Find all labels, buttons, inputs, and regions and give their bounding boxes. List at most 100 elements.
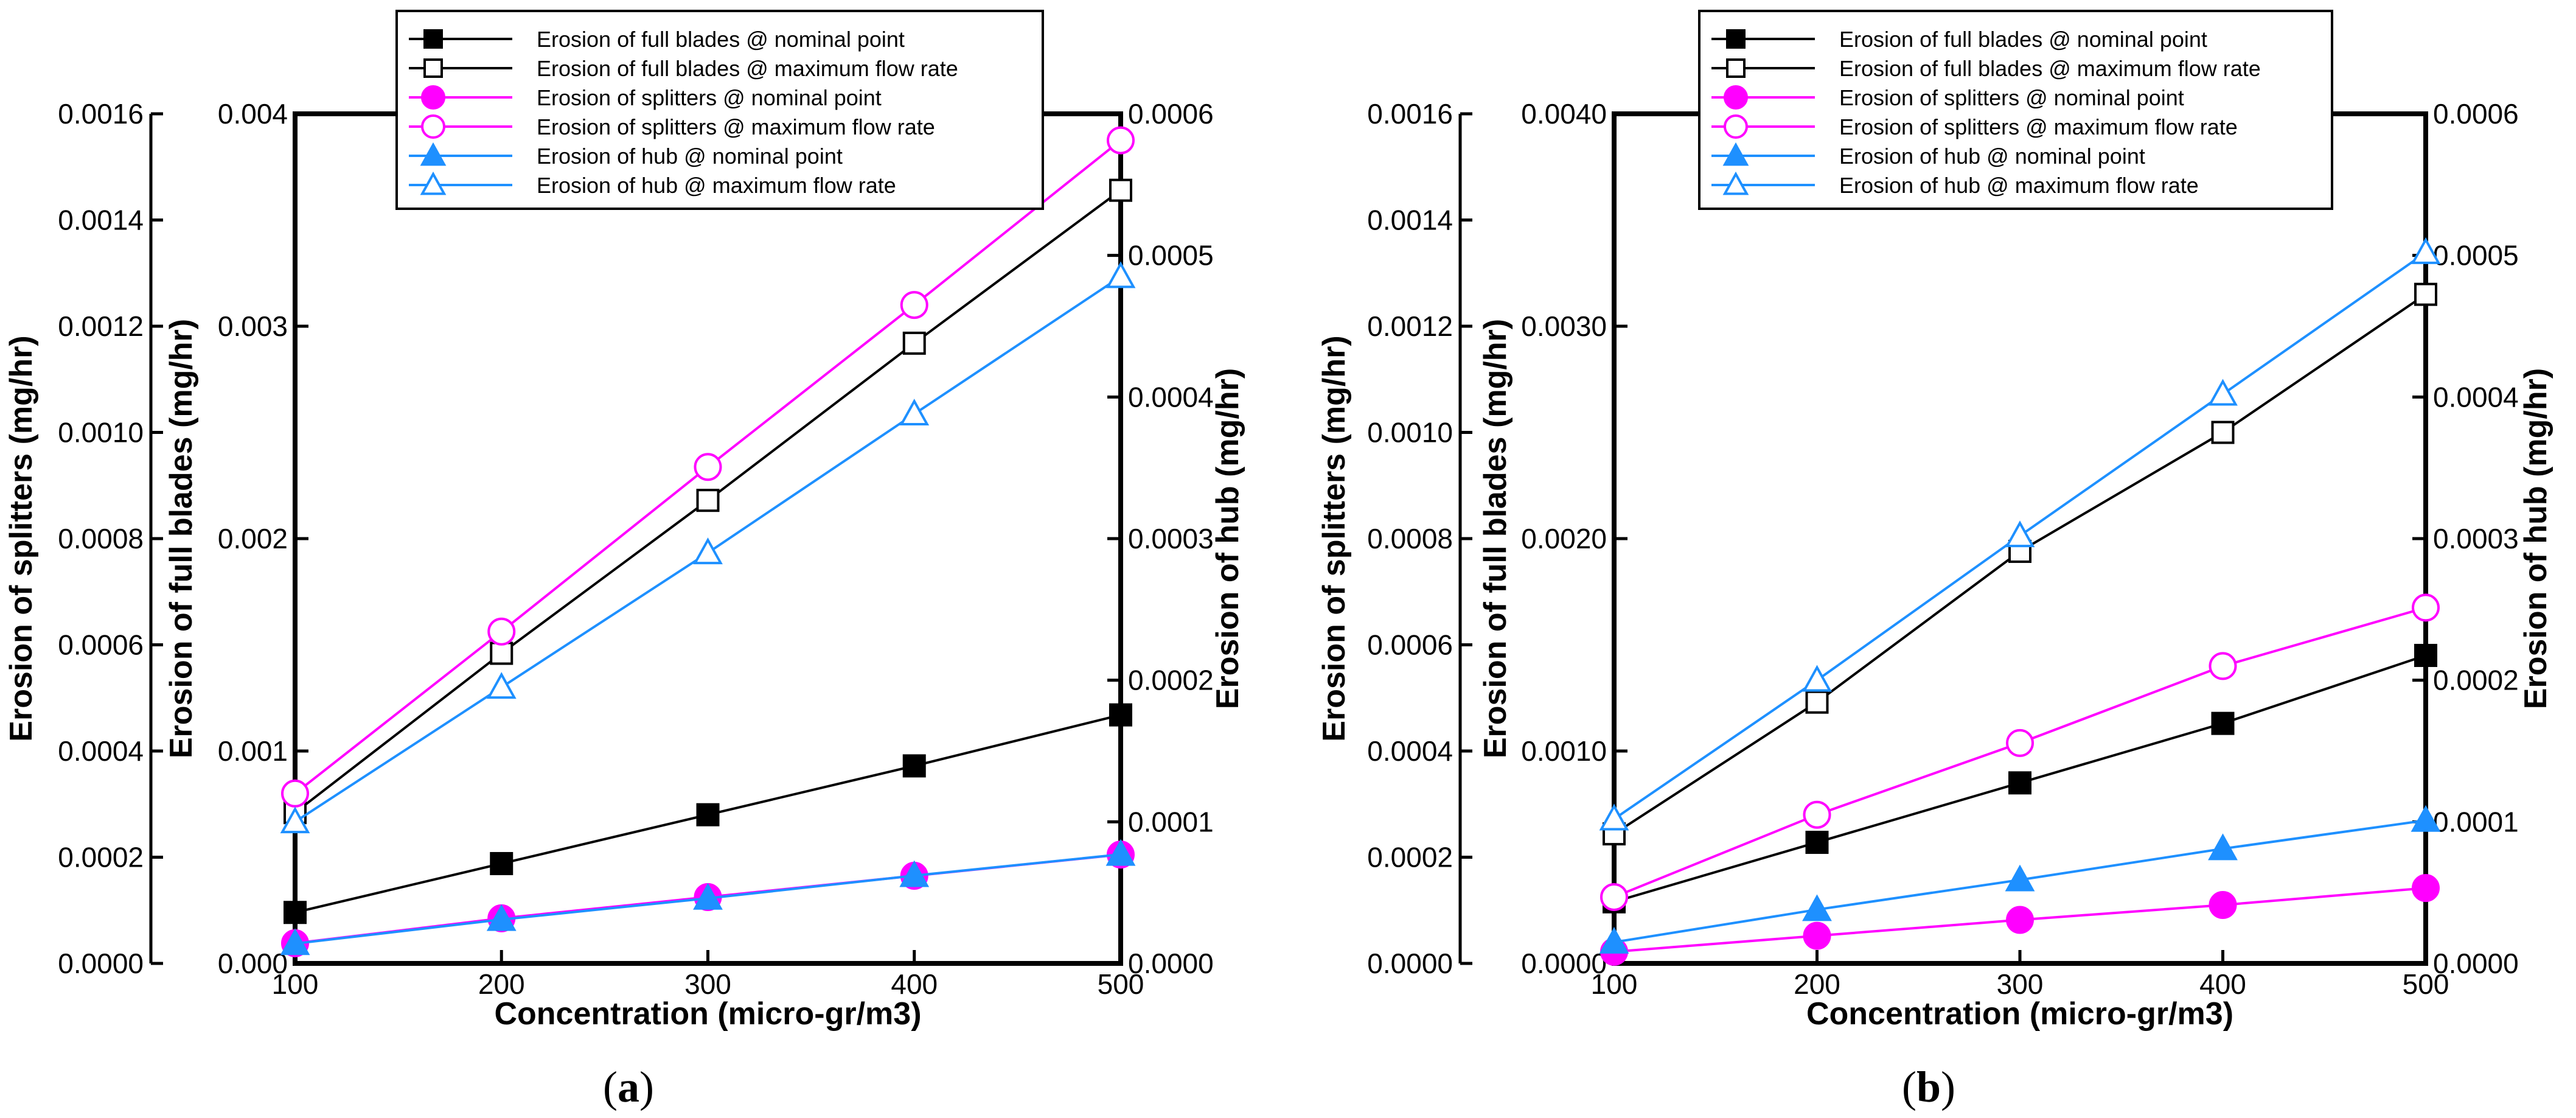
panel-label: (a): [603, 1063, 654, 1111]
series-full_blades-max-flow: [1603, 282, 2437, 846]
chart-panel-b: 100 200 300 400 500 Concentration (micro-gr/m…: [1317, 10, 2553, 1111]
legend-marker: [423, 58, 443, 78]
data-point: [1600, 882, 1628, 911]
data-point: [2211, 711, 2235, 735]
legend: Erosion of full blades @ nominal point Er…: [395, 10, 1044, 210]
hub-tick-label: 0.0003: [1128, 523, 1214, 554]
splitters-tick-label: 0.0012: [58, 310, 144, 342]
data-point: [1805, 690, 1829, 714]
data-point: [490, 641, 513, 665]
hub-tick-label: 0.0006: [2433, 98, 2519, 130]
splitters-tick-label: 0.0014: [1367, 204, 1453, 236]
hub-tick-label: 0.0004: [1128, 381, 1214, 413]
data-point: [2209, 891, 2237, 920]
hub-tick-label: 0.0004: [2433, 381, 2519, 413]
data-point: [2211, 421, 2235, 444]
splitters-axis-title: Erosion of splitters (mg/hr): [1317, 335, 1352, 741]
splitters-tick-label: 0.0000: [58, 948, 144, 979]
legend-marker: [423, 29, 443, 49]
data-point: [696, 803, 720, 826]
legend-marker: [1726, 29, 1746, 49]
x-tick-label: 100: [1591, 968, 1638, 1000]
legend: Erosion of full blades @ nominal point Er…: [1698, 10, 2333, 210]
data-point: [1599, 926, 1629, 954]
data-point: [693, 537, 723, 565]
data-point: [2006, 906, 2034, 934]
x-tick-label: 200: [478, 968, 525, 1000]
series-splitters-max-flow: [1600, 593, 2440, 911]
hub-tick-label: 0.0005: [1128, 240, 1214, 271]
data-point: [280, 806, 310, 834]
splitters-tick-label: 0.0010: [1367, 417, 1453, 449]
data-point: [1802, 665, 1832, 692]
data-point: [284, 901, 307, 924]
data-point: [1107, 126, 1135, 155]
x-axis-title: Concentration (micro-gr/m3): [1806, 996, 2233, 1032]
x-tick-label: 300: [684, 968, 731, 1000]
x-tick-label: 100: [272, 968, 319, 1000]
legend-box: [395, 10, 1044, 210]
full-blades-tick-label: 0.0020: [1521, 523, 1607, 554]
data-point: [2412, 874, 2440, 903]
data-point: [2411, 805, 2441, 832]
data-point: [2412, 593, 2440, 622]
data-point: [486, 672, 517, 699]
splitters-tick-label: 0.0014: [58, 204, 144, 236]
splitters-tick-label: 0.0010: [58, 417, 144, 449]
data-point: [1599, 803, 1629, 831]
splitters-tick-label: 0.0006: [1367, 629, 1453, 661]
x-tick-label: 400: [891, 968, 938, 1000]
legend-entry: Erosion of splitters @ nominal point: [537, 85, 882, 110]
hub-tick-label: 0.0005: [2433, 240, 2519, 271]
legend-entry: Erosion of splitters @ maximum flow rate: [1839, 114, 2238, 139]
legend-marker: [1722, 142, 1749, 166]
splitters-tick-label: 0.0016: [58, 98, 144, 130]
legend-marker: [420, 171, 447, 195]
splitters-tick-label: 0.0004: [1367, 735, 1453, 767]
full-blades-tick-label: 0.0030: [1521, 310, 1607, 342]
series-hub-nominal: [280, 839, 1136, 956]
splitters-tick-label: 0.0016: [1367, 98, 1453, 130]
data-point: [694, 453, 722, 481]
full-blades-tick-label: 0.004: [218, 98, 288, 130]
hub-tick-label: 0.0001: [1128, 806, 1214, 837]
full-blades-tick-label: 0.002: [218, 523, 288, 554]
panel-label: (b): [1902, 1063, 1955, 1111]
data-point: [1803, 921, 1831, 950]
x-axis-title: Concentration (micro-gr/m3): [494, 996, 921, 1032]
legend-entry: Erosion of hub @ maximum flow rate: [537, 173, 896, 198]
series-hub-nominal: [1599, 805, 2441, 954]
data-point: [1105, 261, 1136, 288]
data-point: [1805, 831, 1829, 854]
legend-marker: [1724, 85, 1748, 110]
hub-axis-title: Erosion of hub (mg/hr): [2518, 368, 2553, 709]
full-blades-tick-label: 0.001: [218, 735, 288, 767]
data-point: [1109, 703, 1132, 727]
data-point: [486, 904, 517, 931]
hub-axis-title: Erosion of hub (mg/hr): [1210, 368, 1245, 709]
data-point: [696, 489, 720, 512]
full-blades-tick-label: 0.003: [218, 310, 288, 342]
hub-tick-label: 0.0000: [2433, 948, 2519, 979]
full-blades-axis-title: Erosion of full blades (mg/hr): [164, 319, 199, 758]
data-point: [2209, 652, 2237, 680]
x-tick-label: 200: [1794, 968, 1840, 1000]
legend-entry: Erosion of splitters @ nominal point: [1839, 85, 2184, 110]
data-point: [490, 851, 513, 875]
splitters-tick-label: 0.0002: [58, 842, 144, 873]
legend-entry: Erosion of full blades @ nominal point: [1839, 27, 2207, 52]
data-point: [1803, 800, 1831, 829]
series-hub-max-flow: [280, 261, 1136, 834]
legend-marker: [1726, 58, 1746, 78]
data-point: [1802, 894, 1832, 921]
hub-tick-label: 0.0000: [1128, 948, 1214, 979]
series-splitters-max-flow: [281, 126, 1135, 808]
chart-panel-a: 100 200 300 400 500 Concentration (micro-gr/m…: [4, 10, 1245, 1111]
splitters-tick-label: 0.0008: [1367, 523, 1453, 554]
legend-marker: [1724, 114, 1748, 139]
data-point: [280, 928, 310, 956]
x-tick-label: 500: [1098, 968, 1144, 1000]
legend-entry: Erosion of hub @ maximum flow rate: [1839, 173, 2199, 198]
legend-marker: [1722, 171, 1749, 195]
